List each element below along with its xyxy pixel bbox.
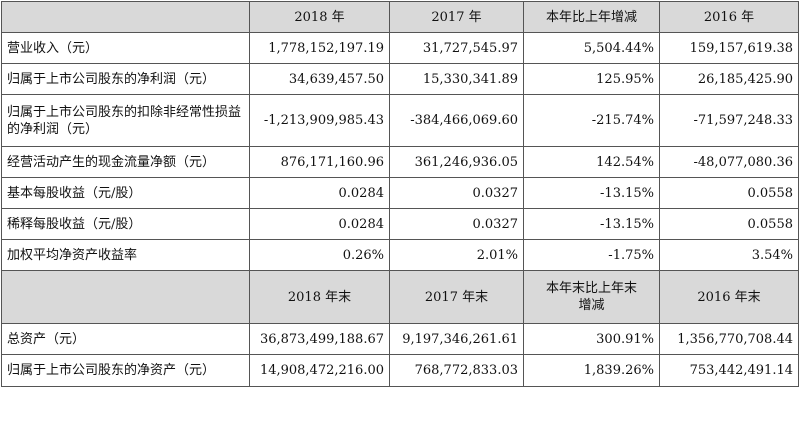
value-2016: 159,157,619.38 — [659, 32, 799, 64]
header-blank-cell — [1, 1, 250, 33]
value-2018: 14,908,472,216.00 — [249, 354, 390, 387]
value-change: 300.91% — [523, 323, 660, 355]
value-2017: 31,727,545.97 — [389, 32, 524, 64]
value-2017: 9,197,346,261.61 — [389, 323, 524, 355]
value-change: 142.54% — [523, 146, 660, 178]
value-change: 5,504.44% — [523, 32, 660, 64]
table-row: 加权平均净资产收益率 0.26% 2.01% -1.75% 3.54% — [1, 239, 799, 271]
header-2016: 2016 年 — [659, 1, 799, 33]
value-2016: 0.0558 — [659, 177, 799, 209]
row-label: 稀释每股收益（元/股） — [1, 208, 250, 240]
header-row-year-end: 2018 年末 2017 年末 本年末比上年末增减 2016 年末 — [1, 270, 799, 324]
value-2018: 34,639,457.50 — [249, 63, 390, 95]
value-2018: 0.26% — [249, 239, 390, 271]
value-change: 125.95% — [523, 63, 660, 95]
key-financial-data-table: 2018 年 2017 年 本年比上年增减 2016 年 营业收入（元） 1,7… — [1, 1, 799, 387]
value-2018: -1,213,909,985.43 — [249, 94, 390, 147]
header-change: 本年比上年增减 — [523, 1, 660, 33]
table-row: 总资产（元） 36,873,499,188.67 9,197,346,261.6… — [1, 323, 799, 355]
header-blank-cell — [1, 270, 250, 324]
value-2017: 361,246,936.05 — [389, 146, 524, 178]
header-2016-end: 2016 年末 — [659, 270, 799, 324]
value-2018: 0.0284 — [249, 208, 390, 240]
value-2017: 768,772,833.03 — [389, 354, 524, 387]
value-2017: 15,330,341.89 — [389, 63, 524, 95]
row-label: 归属于上市公司股东的净资产（元） — [1, 354, 250, 387]
row-label: 归属于上市公司股东的扣除非经常性损益的净利润（元） — [1, 94, 250, 147]
value-2018: 1,778,152,197.19 — [249, 32, 390, 64]
value-2016: -48,077,080.36 — [659, 146, 799, 178]
row-label: 总资产（元） — [1, 323, 250, 355]
table-row: 经营活动产生的现金流量净额（元） 876,171,160.96 361,246,… — [1, 146, 799, 178]
value-change: 1,839.26% — [523, 354, 660, 387]
value-2016: 0.0558 — [659, 208, 799, 240]
value-2016: 753,442,491.14 — [659, 354, 799, 387]
value-change: -13.15% — [523, 208, 660, 240]
row-label: 加权平均净资产收益率 — [1, 239, 250, 271]
value-2016: 3.54% — [659, 239, 799, 271]
row-label: 营业收入（元） — [1, 32, 250, 64]
header-2018-end: 2018 年末 — [249, 270, 390, 324]
value-2018: 0.0284 — [249, 177, 390, 209]
table-row: 稀释每股收益（元/股） 0.0284 0.0327 -13.15% 0.0558 — [1, 208, 799, 240]
row-label: 基本每股收益（元/股） — [1, 177, 250, 209]
value-2017: 0.0327 — [389, 177, 524, 209]
table-row: 归属于上市公司股东的净利润（元） 34,639,457.50 15,330,34… — [1, 63, 799, 95]
value-2018: 876,171,160.96 — [249, 146, 390, 178]
value-2017: 0.0327 — [389, 208, 524, 240]
table-row: 基本每股收益（元/股） 0.0284 0.0327 -13.15% 0.0558 — [1, 177, 799, 209]
value-2017: -384,466,069.60 — [389, 94, 524, 147]
header-2017: 2017 年 — [389, 1, 524, 33]
value-2016: -71,597,248.33 — [659, 94, 799, 147]
table-row: 营业收入（元） 1,778,152,197.19 31,727,545.97 5… — [1, 32, 799, 64]
table-row: 归属于上市公司股东的扣除非经常性损益的净利润（元） -1,213,909,985… — [1, 94, 799, 147]
value-change: -13.15% — [523, 177, 660, 209]
value-2018: 36,873,499,188.67 — [249, 323, 390, 355]
value-2017: 2.01% — [389, 239, 524, 271]
value-change: -1.75% — [523, 239, 660, 271]
header-change-end: 本年末比上年末增减 — [523, 270, 660, 324]
row-label: 经营活动产生的现金流量净额（元） — [1, 146, 250, 178]
value-2016: 26,185,425.90 — [659, 63, 799, 95]
header-2018: 2018 年 — [249, 1, 390, 33]
header-row-annual: 2018 年 2017 年 本年比上年增减 2016 年 — [1, 1, 799, 33]
header-2017-end: 2017 年末 — [389, 270, 524, 324]
row-label: 归属于上市公司股东的净利润（元） — [1, 63, 250, 95]
value-2016: 1,356,770,708.44 — [659, 323, 799, 355]
table-row: 归属于上市公司股东的净资产（元） 14,908,472,216.00 768,7… — [1, 354, 799, 387]
value-change: -215.74% — [523, 94, 660, 147]
